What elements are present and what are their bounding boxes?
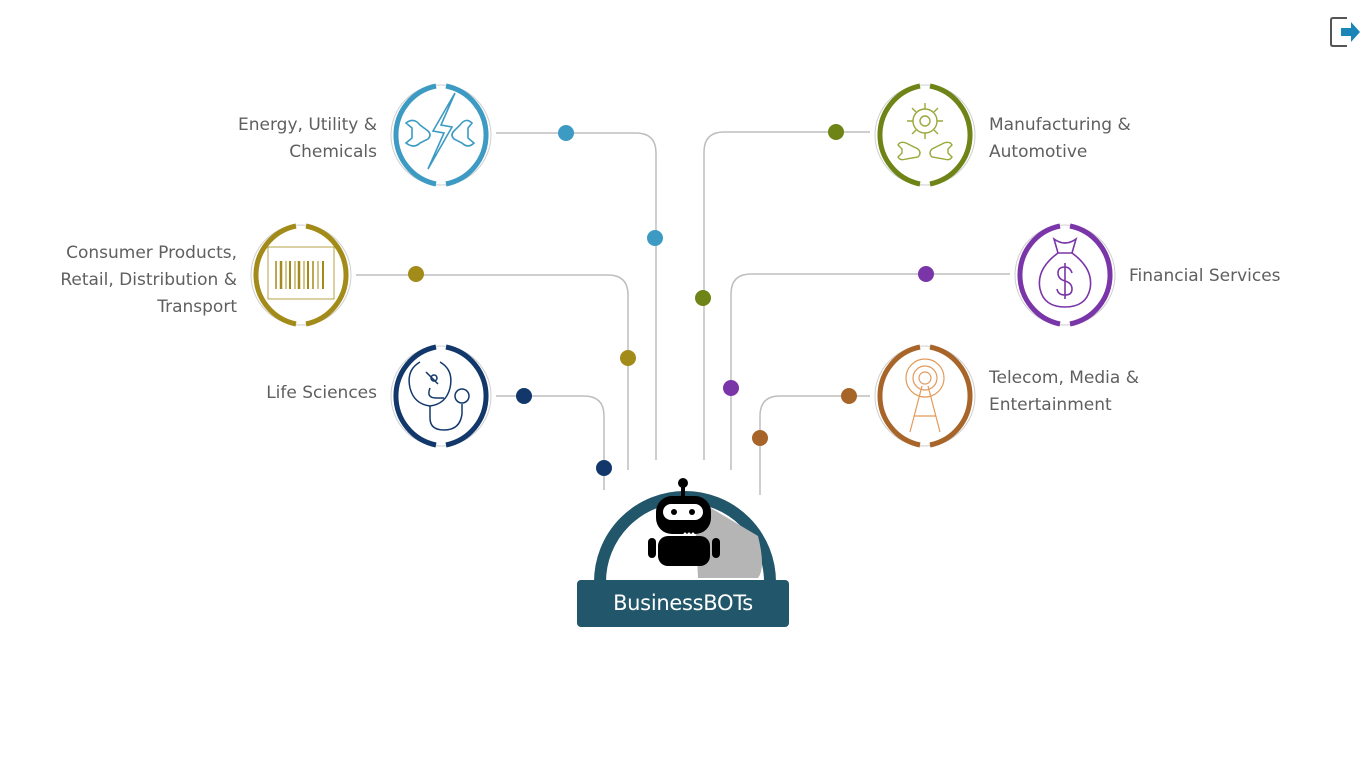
industry-node-manufacturing[interactable]: [870, 83, 980, 187]
robot-icon: [594, 478, 776, 583]
industry-node-telecom[interactable]: [870, 344, 980, 448]
industry-node-financial[interactable]: [1010, 223, 1120, 327]
financial-dot: [723, 380, 739, 396]
industry-label-financial[interactable]: Financial Services: [1129, 266, 1281, 286]
industry-node-life-sciences[interactable]: [386, 344, 496, 448]
energy-dot: [558, 125, 574, 141]
stethoscope-microscope-icon: [390, 344, 492, 448]
telecom-dot: [752, 430, 768, 446]
life-sciences-dot: [596, 460, 612, 476]
gear-wrench-icon: [874, 83, 976, 187]
logout-icon: [1330, 17, 1360, 47]
telecom-dot: [841, 388, 857, 404]
consumer-dot: [408, 266, 424, 282]
financial-dot: [918, 266, 934, 282]
industry-label-consumer[interactable]: Consumer Products, Retail, Distribution …: [60, 243, 237, 317]
business-bots-hub[interactable]: [590, 450, 780, 630]
life-sciences-dot: [516, 388, 532, 404]
barcode-icon: [250, 223, 352, 327]
energy-dot: [647, 230, 663, 246]
industry-label-life-sciences[interactable]: Life Sciences: [266, 383, 377, 403]
industry-label-manufacturing[interactable]: Manufacturing & Automotive: [989, 115, 1131, 162]
business-bots-title[interactable]: BusinessBOTs: [577, 580, 789, 627]
industry-node-consumer[interactable]: [246, 223, 356, 327]
broadcast-tower-icon: [874, 344, 976, 448]
industry-node-energy[interactable]: [386, 83, 496, 187]
industry-label-telecom[interactable]: Telecom, Media & Entertainment: [989, 368, 1139, 415]
manufacturing-dot: [828, 124, 844, 140]
consumer-dot: [620, 350, 636, 366]
money-bag-icon: [1014, 223, 1116, 327]
industry-label-energy[interactable]: Energy, Utility & Chemicals: [238, 115, 377, 162]
manufacturing-dot: [695, 290, 711, 306]
logout-button[interactable]: [1327, 14, 1363, 50]
connector-dots: [408, 124, 934, 476]
lightning-wrench-icon: [390, 83, 492, 187]
